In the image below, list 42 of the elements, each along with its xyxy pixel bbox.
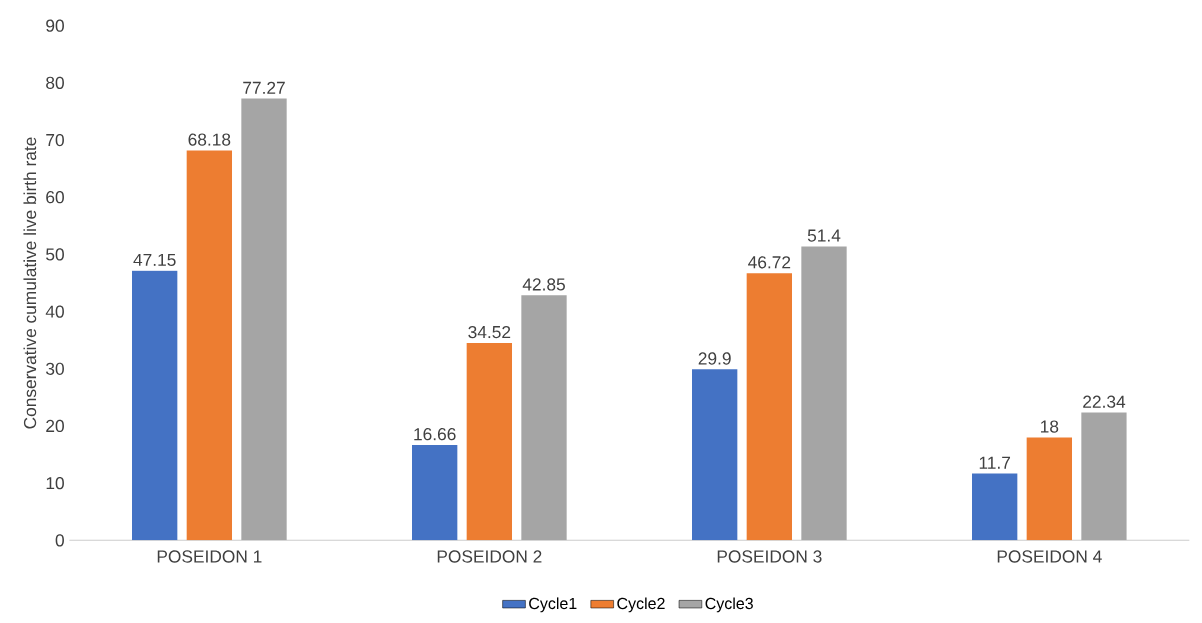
bar	[466, 342, 513, 541]
x-tick-label: POSEIDON 1	[157, 550, 262, 563]
bar	[692, 369, 738, 541]
legend-label: Cycle1	[529, 597, 577, 613]
data-label: 47.15	[133, 253, 176, 266]
bar	[972, 473, 1018, 541]
x-tick-label: POSEIDON 3	[717, 550, 822, 563]
bar	[132, 270, 178, 541]
legend-label: Cycle2	[617, 597, 665, 613]
legend-label: Cycle3	[705, 597, 753, 613]
y-axis-title: Conservative cumulative live birth rate	[23, 137, 37, 429]
data-label: 68.18	[188, 133, 231, 146]
data-label: 42.85	[522, 278, 565, 291]
y-tick-label: 90	[46, 19, 64, 32]
y-tick-label: 10	[46, 476, 64, 490]
bar	[1026, 437, 1072, 541]
data-label: 77.27	[243, 81, 285, 94]
bar	[521, 295, 567, 541]
x-tick-label: POSEIDON 2	[437, 550, 542, 563]
bar	[186, 150, 233, 541]
data-label: 34.52	[468, 325, 511, 339]
bar	[801, 246, 847, 541]
x-tick-label: POSEIDON 4	[997, 550, 1102, 563]
y-tick-label: 30	[46, 362, 64, 375]
bar	[1081, 412, 1127, 541]
y-tick-label: 70	[46, 133, 64, 147]
y-tick-label: 80	[46, 76, 64, 89]
data-label: 46.72	[748, 256, 791, 269]
data-label: 16.66	[414, 428, 456, 441]
bar	[746, 273, 792, 541]
data-label: 51.4	[807, 229, 841, 242]
y-tick-label: 60	[46, 191, 64, 204]
y-tick-label: 40	[45, 305, 64, 318]
bar	[241, 98, 287, 541]
data-label: 29.9	[698, 352, 731, 365]
data-label: 11.7	[979, 456, 1011, 469]
data-label: 18	[1041, 420, 1059, 433]
data-label: 22.34	[1083, 395, 1126, 408]
bar	[412, 445, 458, 541]
y-tick-label: 0	[55, 534, 64, 547]
y-tick-label: 20	[46, 419, 64, 433]
y-tick-label: 50	[46, 248, 64, 261]
